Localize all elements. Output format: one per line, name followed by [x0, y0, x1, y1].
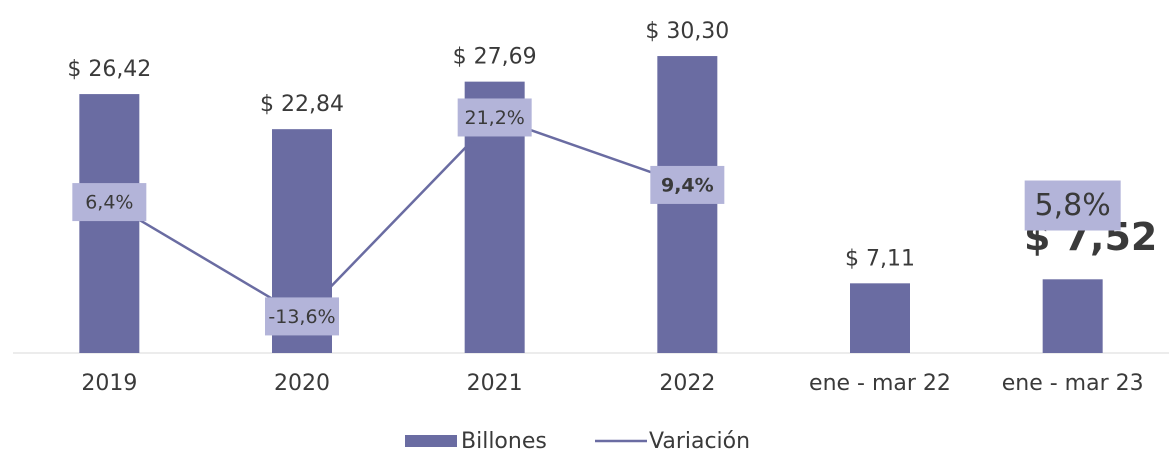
x-tick-label: 2019	[81, 371, 137, 396]
x-tick-label: ene - mar 23	[1002, 371, 1144, 396]
bar	[657, 56, 718, 354]
value-label: $ 27,69	[453, 45, 537, 70]
label-box	[1024, 180, 1121, 231]
label-box	[457, 98, 532, 137]
x-tick-label: 2020	[274, 371, 330, 396]
value-label: $ 22,84	[260, 92, 344, 117]
value-label: $ 7,11	[845, 246, 915, 271]
x-tick-label: 2021	[467, 371, 523, 396]
line-label: -13,6%	[268, 306, 335, 328]
line-label: 5,8%	[1035, 188, 1111, 223]
value-label: $ 26,42	[67, 57, 151, 82]
x-tick-label: ene - mar 22	[809, 371, 951, 396]
bar	[1042, 279, 1103, 353]
line-label: 9,4%	[661, 174, 714, 196]
bar	[850, 283, 910, 353]
line-label: 6,4%	[85, 192, 133, 214]
label-box	[265, 297, 339, 336]
line-label: 21,2%	[464, 107, 524, 129]
bar	[79, 94, 140, 354]
legend-swatch	[405, 435, 457, 447]
legend-label: Variación	[649, 429, 750, 454]
legend-label: Billones	[461, 429, 547, 454]
label-box	[72, 183, 147, 222]
label-box	[650, 165, 725, 204]
value-label: $ 30,30	[645, 19, 729, 44]
line	[108, 116, 688, 318]
x-tick-label: 2022	[659, 371, 715, 396]
